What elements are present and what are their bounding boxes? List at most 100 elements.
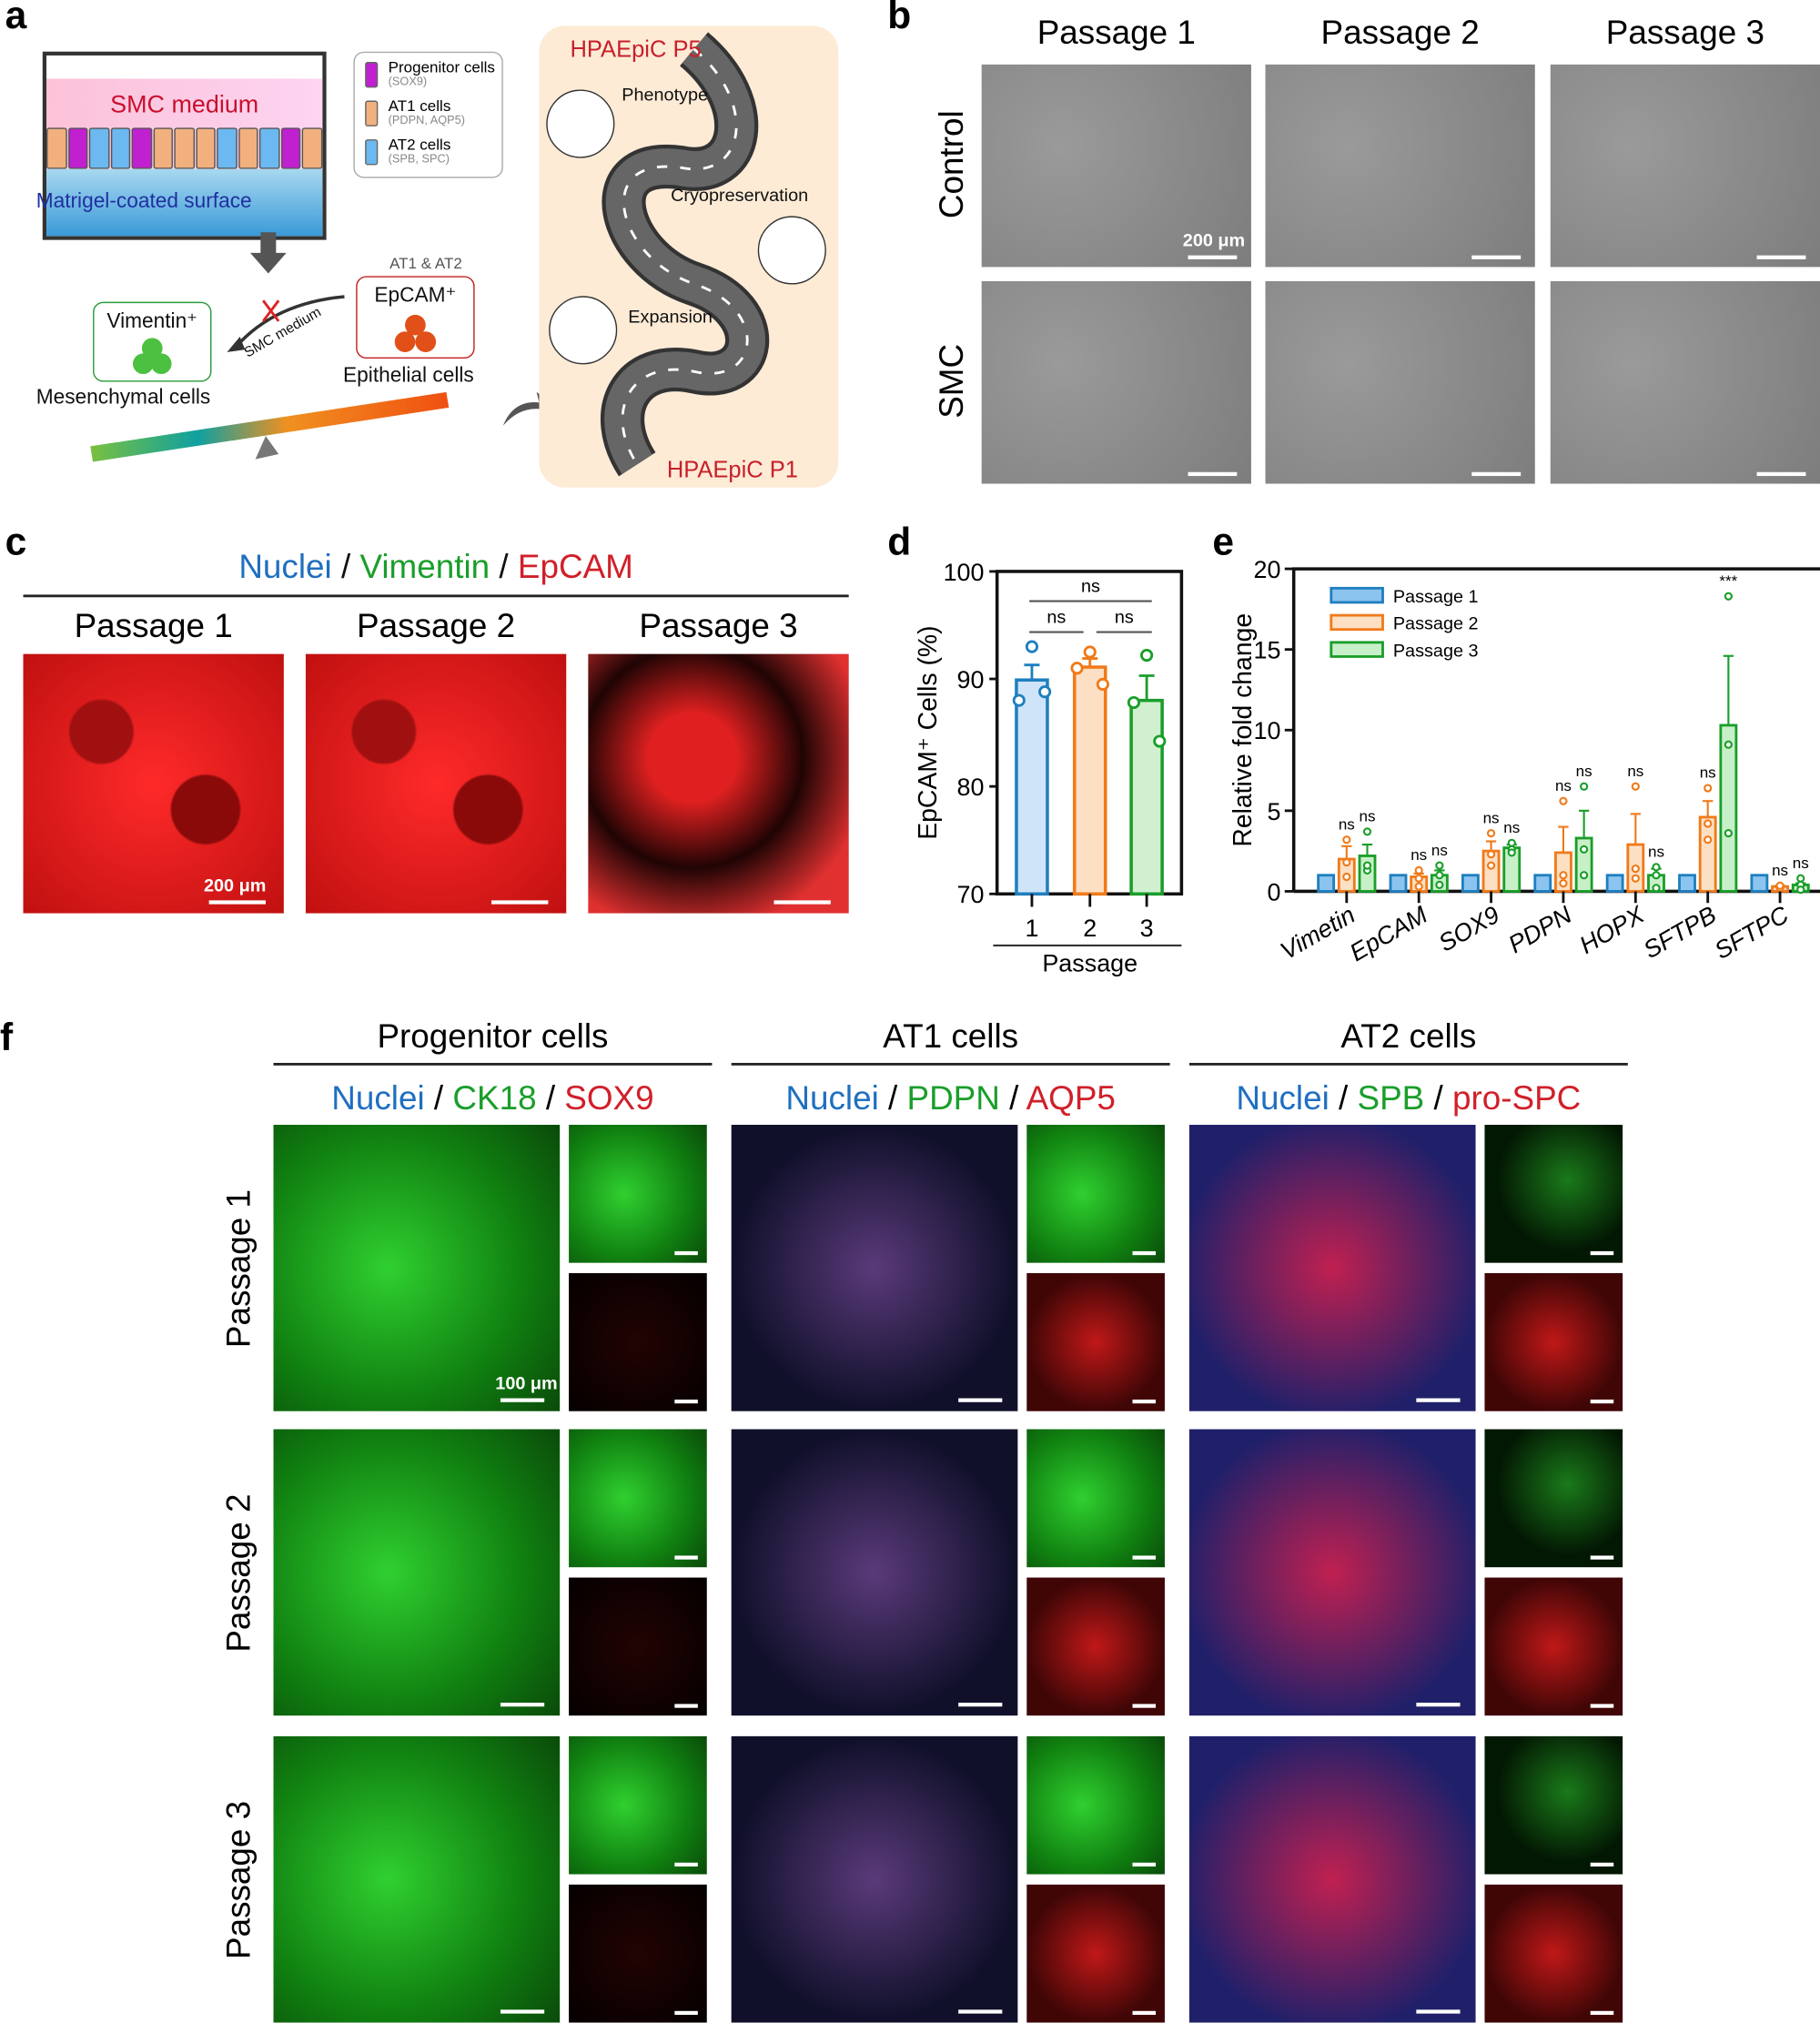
y-axis-label: EpCAM⁺ Cells (%)	[914, 625, 943, 839]
significance-label: ns	[1115, 608, 1134, 628]
vimentin-stain-label: Vimentin	[359, 546, 490, 586]
bar	[1072, 665, 1107, 896]
significance-label: ns	[1081, 577, 1100, 597]
column-header: Passage 1	[1036, 13, 1196, 52]
significance-label: ns	[1483, 809, 1500, 826]
significance-label: ns	[1555, 777, 1572, 794]
row-header: Control	[932, 110, 971, 219]
cell-icon	[174, 127, 195, 169]
separator: /	[878, 1077, 907, 1118]
bar	[1317, 874, 1336, 893]
data-point	[1652, 863, 1661, 872]
data-point	[1631, 782, 1640, 791]
scale-bar	[1416, 2009, 1461, 2014]
scale-bar	[1416, 1398, 1461, 1402]
panel-a-schematic: SMC medium Matrigel-coated surface Proge…	[0, 0, 852, 503]
bar	[1389, 874, 1408, 893]
vimentin-box: Vimentin⁺	[93, 301, 212, 382]
scale-bar	[674, 1250, 698, 1256]
column-header: Passage 3	[639, 606, 798, 645]
bar	[1461, 874, 1480, 893]
fluorescence-image	[588, 653, 849, 914]
merged-image	[1188, 1125, 1476, 1411]
red-channel-image	[1026, 1884, 1165, 2023]
sep: /	[331, 546, 360, 586]
data-point	[1704, 835, 1713, 845]
data-point	[1127, 695, 1141, 710]
bar	[1015, 678, 1049, 896]
column-header: Passage 2	[357, 606, 516, 645]
expansion-label: Expansion	[628, 305, 713, 327]
data-point	[1724, 740, 1733, 749]
phenotype-label: Phenotype	[622, 84, 709, 105]
green-stain-label: SPB	[1357, 1077, 1425, 1118]
epcam-stain-label: EpCAM	[517, 546, 633, 586]
sep: /	[490, 546, 518, 586]
merged-image	[731, 1125, 1018, 1411]
data-point	[1704, 784, 1713, 793]
scale-bar	[674, 1399, 698, 1404]
nuclei-stain-label: Nuclei	[785, 1077, 879, 1118]
scale-bar	[674, 1862, 698, 1867]
scale-bar	[1756, 255, 1806, 259]
scale-bar	[1416, 1703, 1461, 1707]
separator: /	[1424, 1077, 1452, 1118]
y-tick-label: 5	[1268, 798, 1281, 825]
x-tick-label: 3	[1140, 915, 1154, 942]
row-header: SMC	[932, 343, 971, 419]
cell-icon	[259, 127, 280, 169]
row-header: Passage 2	[218, 1493, 258, 1653]
cell-type-markers: (SPB, SPC)	[388, 152, 450, 166]
x-tick-label: PDPN	[1503, 901, 1576, 959]
y-axis-label: Relative fold change	[1228, 613, 1258, 847]
y-tick-label: 90	[957, 666, 985, 693]
cell-type-name: AT2 cells	[388, 135, 451, 154]
epithelial-label: Epithelial cells	[343, 365, 474, 388]
divider	[23, 594, 849, 598]
x-tick-label: SFTPC	[1710, 901, 1794, 965]
legend-swatch	[1330, 586, 1384, 604]
phase-contrast-image	[1265, 281, 1535, 484]
significance-label: ns	[1339, 815, 1355, 833]
scale-bar-label: 200 μm	[1182, 229, 1246, 250]
data-point	[1486, 829, 1496, 838]
red-channel-image	[569, 1577, 707, 1716]
x-tick-label: SOX9	[1434, 901, 1504, 957]
significance-label: ns	[1046, 608, 1066, 628]
significance-label: ns	[1648, 844, 1664, 861]
stain-title: Nuclei / CK18 / SOX9	[273, 1078, 712, 1118]
red-channel-image	[1484, 1577, 1623, 1716]
scale-bar	[1590, 1399, 1614, 1404]
green-cells-icon	[132, 338, 172, 375]
cell-type-swatch	[365, 62, 379, 88]
red-channel-image	[1026, 1273, 1165, 1411]
data-point	[1025, 640, 1039, 653]
data-point	[1414, 865, 1423, 875]
cell-icon	[217, 127, 238, 169]
cell-icon	[196, 127, 217, 169]
divider	[273, 1062, 713, 1066]
data-point	[1083, 645, 1097, 659]
data-point	[1652, 884, 1661, 893]
cell-icon	[280, 127, 301, 169]
cell-type-markers: (PDPN, AQP5)	[388, 113, 466, 126]
culture-well: SMC medium	[42, 51, 327, 240]
divider	[731, 1062, 1170, 1066]
separator: /	[1329, 1077, 1358, 1118]
data-point	[1342, 857, 1351, 867]
merged-image	[273, 1735, 561, 2023]
scale-bar-label: 200 μm	[203, 875, 267, 895]
merged-image	[1188, 1735, 1476, 2023]
cell-type-swatch	[365, 100, 379, 126]
data-point	[1796, 885, 1805, 895]
nuclei-stain-label: Nuclei	[331, 1077, 425, 1118]
scale-bar	[500, 2009, 545, 2014]
significance-label: ns	[1700, 764, 1716, 782]
data-point	[1342, 872, 1351, 882]
legend-swatch	[1330, 641, 1384, 658]
scale-bar	[958, 1398, 1003, 1402]
data-point	[1652, 871, 1661, 880]
panel-label-c: c	[5, 521, 27, 564]
data-point	[1153, 734, 1167, 748]
